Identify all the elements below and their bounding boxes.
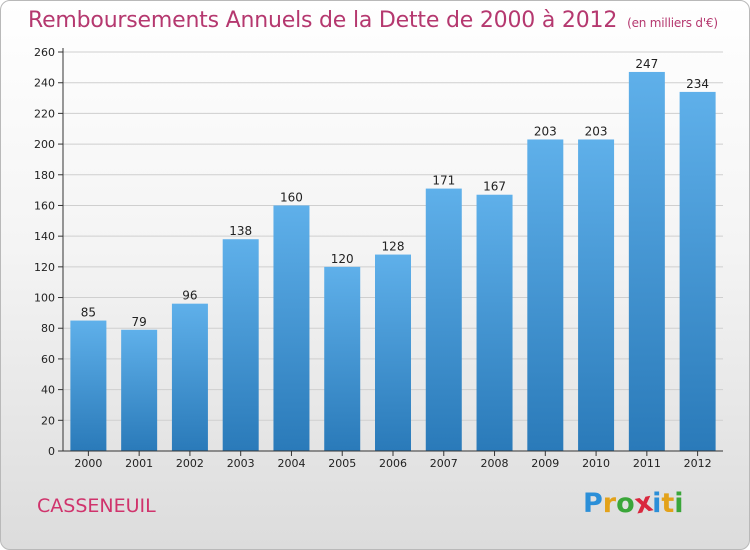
x-tick-label-2003: 2003	[227, 457, 255, 470]
value-label-2005: 120	[331, 252, 354, 266]
value-label-2008: 167	[483, 180, 506, 194]
x-tick-label-2006: 2006	[379, 457, 407, 470]
x-tick-label-2010: 2010	[582, 457, 610, 470]
value-label-2000: 85	[81, 306, 96, 320]
logo-letter: o	[616, 488, 635, 519]
value-label-2010: 203	[585, 124, 608, 138]
x-tick-label-2009: 2009	[531, 457, 559, 470]
value-label-2006: 128	[382, 240, 405, 254]
proxiti-logo[interactable]: Proxiti	[583, 487, 684, 521]
bar-2008[interactable]	[476, 194, 513, 451]
x-tick-label-2012: 2012	[684, 457, 712, 470]
x-tick-label-2005: 2005	[328, 457, 356, 470]
y-tick-label: 140	[34, 230, 55, 243]
bar-2000[interactable]	[70, 320, 107, 451]
y-tick-label: 160	[34, 199, 55, 212]
bar-2012[interactable]	[679, 91, 716, 452]
chart-title-text: Remboursements Annuels de la Dette de 20…	[28, 8, 618, 33]
y-tick-label: 100	[34, 292, 55, 305]
y-tick-label: 20	[41, 414, 55, 427]
y-tick-label: 200	[34, 138, 55, 151]
bar-2001[interactable]	[121, 329, 158, 451]
logo-letter: P	[583, 488, 603, 519]
logo-letter: i	[652, 488, 662, 519]
value-label-2012: 234	[686, 77, 709, 91]
logo-letter: i	[674, 488, 684, 519]
bar-2009[interactable]	[527, 139, 564, 451]
y-tick-label: 40	[41, 384, 55, 397]
bar-2002[interactable]	[171, 303, 208, 451]
y-tick-label: 0	[48, 445, 55, 458]
bar-2004[interactable]	[273, 205, 310, 451]
x-tick-label-2001: 2001	[125, 457, 153, 470]
x-tick-label-2002: 2002	[176, 457, 204, 470]
value-label-2001: 79	[132, 315, 147, 329]
commune-name: CASSENEUIL	[37, 495, 156, 517]
x-tick-label-2007: 2007	[430, 457, 458, 470]
x-tick-label-2008: 2008	[481, 457, 509, 470]
value-label-2007: 171	[432, 174, 455, 188]
y-tick-label: 60	[41, 353, 55, 366]
logo-letter: t	[661, 488, 675, 519]
bar-2005[interactable]	[324, 266, 361, 451]
bar-2011[interactable]	[628, 71, 665, 451]
x-tick-label-2004: 2004	[277, 457, 305, 470]
value-label-2004: 160	[280, 190, 303, 204]
value-label-2009: 203	[534, 124, 557, 138]
y-tick-label: 240	[34, 77, 55, 90]
bar-2007[interactable]	[425, 188, 462, 452]
bar-2003[interactable]	[222, 239, 259, 451]
value-label-2011: 247	[635, 57, 658, 71]
y-tick-label: 220	[34, 107, 55, 120]
value-label-2002: 96	[182, 289, 197, 303]
x-tick-label-2011: 2011	[633, 457, 661, 470]
chart-unit-note: (en milliers d'€)	[627, 16, 718, 30]
logo-letter: r	[602, 488, 617, 519]
x-tick-label-2000: 2000	[74, 457, 102, 470]
bar-2010[interactable]	[578, 139, 615, 451]
bar-2006[interactable]	[375, 254, 411, 451]
value-label-2003: 138	[229, 224, 252, 238]
y-tick-label: 80	[41, 322, 55, 335]
chart-title: Remboursements Annuels de la Dette de 20…	[28, 8, 718, 33]
y-tick-label: 180	[34, 169, 55, 182]
y-tick-label: 120	[34, 261, 55, 274]
y-tick-label: 260	[34, 46, 55, 59]
